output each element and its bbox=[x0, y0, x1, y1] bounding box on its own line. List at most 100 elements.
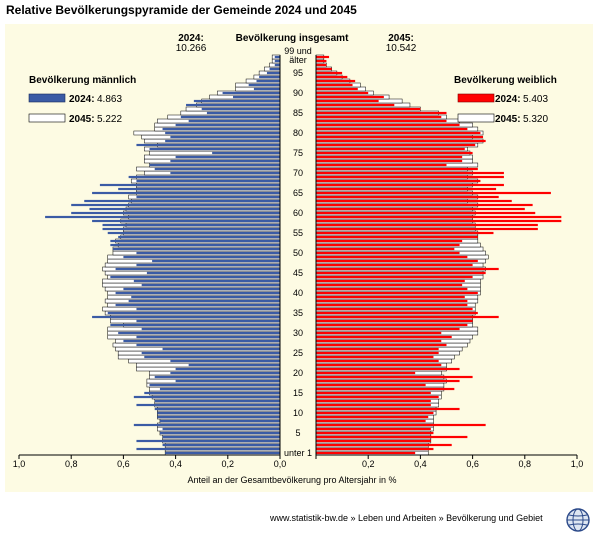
bar-male-2024-age-72 bbox=[149, 163, 280, 167]
bar-male-2024-age-43 bbox=[133, 279, 280, 283]
total-2045-value: 10.542 bbox=[386, 43, 417, 54]
bar-male-2024-age-0 bbox=[165, 451, 280, 455]
bar-female-2024-age-53 bbox=[316, 239, 463, 243]
bar-male-2024-age-84 bbox=[180, 115, 280, 119]
male-legend-2024-year: 2024: bbox=[69, 94, 95, 105]
globe-icon bbox=[566, 508, 590, 532]
bar-male-2024-age-24 bbox=[144, 355, 280, 359]
bar-female-2024-age-59 bbox=[316, 215, 562, 219]
bar-female-2024-age-81 bbox=[316, 127, 468, 131]
axes-layer: 1,0 0,8 0,6 0,4 0,2 0,0 0,2 0,4 0,6 0,8 1,0 unter 1… bbox=[13, 55, 584, 469]
bar-male-2024-age-16 bbox=[159, 387, 280, 391]
x-tick-label-left-3: 0,4 bbox=[169, 459, 182, 469]
bar-male-2024-age-65 bbox=[92, 191, 280, 195]
bar-male-2024-age-60 bbox=[71, 211, 280, 215]
bar-male-2024-age-59 bbox=[45, 215, 280, 219]
bar-female-2024-age-37 bbox=[316, 303, 468, 307]
bar-female-2024-age-27 bbox=[316, 343, 447, 347]
bar-female-2024-age-41 bbox=[316, 287, 468, 291]
bar-female-2024-age-86 bbox=[316, 107, 421, 111]
age-tick-label-85: 85 bbox=[293, 108, 303, 118]
bar-male-2024-age-75 bbox=[212, 151, 280, 155]
female-legend: Bevölkerung weiblich 2024: 5.403 2045: 5… bbox=[454, 75, 557, 125]
bar-male-2024-age-50 bbox=[136, 251, 280, 255]
bar-male-2024-age-94 bbox=[259, 75, 280, 79]
bar-male-2024-age-98 bbox=[274, 59, 280, 63]
bar-female-2024-age-14 bbox=[316, 395, 439, 399]
bar-female-2024-age-16 bbox=[316, 387, 455, 391]
bar-female-2024-age-60 bbox=[316, 211, 536, 215]
bar-male-2024-age-36 bbox=[136, 307, 280, 311]
bar-female-2024-age-23 bbox=[316, 359, 439, 363]
bar-male-2024-age-23 bbox=[170, 359, 280, 363]
bar-male-2024-age-15 bbox=[144, 391, 280, 395]
bar-male-2024-age-63 bbox=[84, 199, 280, 203]
bar-male-2024-age-71 bbox=[154, 167, 280, 171]
bar-female-2024-age-51 bbox=[316, 247, 455, 251]
bar-female-2024-age-92 bbox=[316, 83, 353, 87]
age-tick-label-90: 90 bbox=[293, 88, 303, 98]
bar-male-2024-age-48 bbox=[152, 259, 280, 263]
bar-male-2024-age-85 bbox=[206, 111, 280, 115]
bar-female-2024-age-30 bbox=[316, 331, 442, 335]
bar-male-2024-age-38 bbox=[128, 299, 280, 303]
age-tick-label-70: 70 bbox=[293, 168, 303, 178]
age-tick-label-80: 80 bbox=[293, 128, 303, 138]
bar-female-2024-age-79 bbox=[316, 135, 484, 139]
bar-male-2024-age-55 bbox=[107, 231, 281, 235]
bar-male-2024-age-39 bbox=[131, 295, 280, 299]
female-legend-2024-value: 5.403 bbox=[523, 94, 548, 105]
bar-male-2024-age-90 bbox=[222, 91, 280, 95]
x-tick-label-left-0: 1,0 bbox=[13, 459, 26, 469]
bar-female-2024-age-8 bbox=[316, 419, 426, 423]
bar-female-2024-age-62 bbox=[316, 203, 533, 207]
bar-female-2024-age-17 bbox=[316, 383, 426, 387]
female-legend-swatch-2024 bbox=[457, 93, 495, 103]
x-tick-label-right-3: 0,8 bbox=[519, 459, 532, 469]
bar-male-2024-age-34 bbox=[92, 315, 280, 319]
bar-male-2024-age-62 bbox=[71, 203, 280, 207]
bar-female-2024-age-32 bbox=[316, 323, 468, 327]
bar-male-2024-age-66 bbox=[118, 187, 281, 191]
bar-male-2024-age-89 bbox=[233, 95, 280, 99]
x-tick-label-left-4: 0,2 bbox=[222, 459, 235, 469]
bar-female-2024-age-70 bbox=[316, 171, 504, 175]
total-2024-value: 10.266 bbox=[176, 43, 207, 54]
bar-male-2024-age-33 bbox=[136, 319, 280, 323]
top-age-label-line2: älter bbox=[289, 55, 307, 65]
age-tick-label-75: 75 bbox=[293, 148, 303, 158]
bar-male-2024-age-14 bbox=[133, 395, 280, 399]
bar-female-2024-age-36 bbox=[316, 307, 473, 311]
age-tick-label-50: 50 bbox=[293, 248, 303, 258]
bar-male-2024-age-3 bbox=[136, 439, 280, 443]
bar-female-2024-age-33 bbox=[316, 319, 473, 323]
bar-male-2024-age-10 bbox=[157, 411, 280, 415]
bar-male-2024-age-27 bbox=[136, 343, 280, 347]
female-legend-2045-year: 2045: bbox=[495, 114, 521, 125]
bar-male-2024-age-1 bbox=[136, 447, 280, 451]
male-legend-2045-year: 2045: bbox=[69, 114, 95, 125]
bar-female-2024-age-83 bbox=[316, 119, 447, 123]
bar-male-2024-age-25 bbox=[141, 351, 280, 355]
bar-female-2024-age-95 bbox=[316, 71, 343, 75]
bar-male-2024-age-87 bbox=[186, 103, 280, 107]
bar-female-2024-age-58 bbox=[316, 219, 562, 223]
bar-female-2024-age-6 bbox=[316, 427, 431, 431]
bar-female-2024-age-52 bbox=[316, 243, 460, 247]
bar-male-2024-age-81 bbox=[162, 127, 280, 131]
bar-female-2024-age-97 bbox=[316, 63, 327, 67]
bar-male-2024-age-6 bbox=[162, 427, 280, 431]
footer-breadcrumb[interactable]: www.statistik-bw.de » Leben und Arbeiten… bbox=[270, 513, 543, 523]
bar-female-2024-age-80 bbox=[316, 131, 481, 135]
bar-female-2024-age-18 bbox=[316, 379, 460, 383]
bar-female-2024-age-24 bbox=[316, 355, 434, 359]
bar-male-2024-age-69 bbox=[128, 175, 280, 179]
bar-female-2024-age-0 bbox=[316, 451, 416, 455]
bar-female-2024-age-88 bbox=[316, 99, 379, 103]
bar-female-2024-age-99 bbox=[316, 55, 330, 59]
bar-female-2024-age-4 bbox=[316, 435, 468, 439]
age-tick-label-20: 20 bbox=[293, 368, 303, 378]
bars-layer bbox=[45, 54, 562, 456]
x-tick-label-right-4: 1,0 bbox=[571, 459, 584, 469]
female-legend-2045-value: 5.320 bbox=[523, 114, 548, 125]
